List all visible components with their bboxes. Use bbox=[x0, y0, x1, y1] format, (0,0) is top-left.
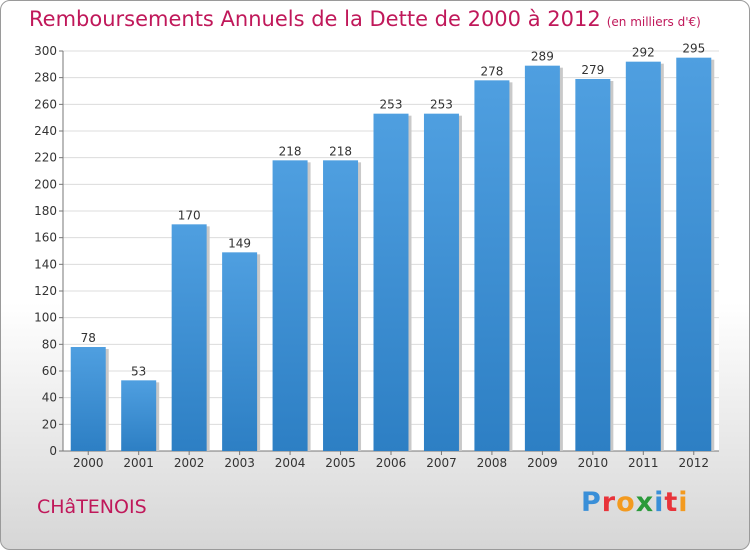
bar-value-label: 218 bbox=[329, 144, 352, 158]
bar-value-label: 149 bbox=[228, 236, 251, 250]
bar-value-label: 289 bbox=[531, 50, 554, 64]
bar bbox=[323, 160, 359, 452]
bar bbox=[625, 61, 661, 452]
logo-letter: i bbox=[654, 487, 665, 518]
bar bbox=[121, 380, 157, 451]
y-tick-label: 280 bbox=[34, 71, 57, 85]
bar bbox=[171, 224, 207, 451]
y-tick-label: 260 bbox=[34, 97, 57, 111]
x-tick-label: 2007 bbox=[426, 456, 457, 470]
bar bbox=[575, 79, 611, 451]
y-tick-label: 140 bbox=[34, 257, 57, 271]
bar bbox=[70, 347, 106, 451]
y-tick-label: 60 bbox=[42, 364, 57, 378]
y-tick-label: 220 bbox=[34, 151, 57, 165]
x-tick-label: 2009 bbox=[527, 456, 558, 470]
y-tick-label: 100 bbox=[34, 311, 57, 325]
logo-letter: t bbox=[664, 487, 679, 518]
chart-title: Remboursements Annuels de la Dette de 20… bbox=[29, 7, 701, 31]
bar-value-label: 218 bbox=[279, 144, 302, 158]
x-tick-label: 2003 bbox=[224, 456, 255, 470]
y-tick-label: 80 bbox=[42, 337, 57, 351]
x-tick-label: 2011 bbox=[628, 456, 659, 470]
chart-unit: (en milliers d'€) bbox=[606, 15, 701, 29]
y-tick-label: 160 bbox=[34, 231, 57, 245]
logo-letter: i bbox=[678, 487, 689, 518]
chart-title-text: Remboursements Annuels de la Dette de 20… bbox=[29, 7, 601, 31]
bar-value-label: 78 bbox=[81, 331, 96, 345]
y-tick-label: 0 bbox=[49, 444, 57, 458]
y-tick-label: 120 bbox=[34, 284, 57, 298]
y-tick-label: 200 bbox=[34, 177, 57, 191]
x-tick-label: 2005 bbox=[325, 456, 356, 470]
bar-value-label: 278 bbox=[480, 64, 503, 78]
bar-value-label: 253 bbox=[380, 98, 403, 112]
bar-value-label: 295 bbox=[682, 42, 705, 56]
bar bbox=[474, 80, 510, 451]
x-tick-label: 2006 bbox=[376, 456, 407, 470]
bar bbox=[524, 65, 560, 452]
bar bbox=[272, 160, 308, 452]
bar bbox=[676, 57, 712, 452]
x-tick-label: 2012 bbox=[678, 456, 709, 470]
bar-value-label: 170 bbox=[178, 208, 201, 222]
y-tick-label: 240 bbox=[34, 124, 57, 138]
bar bbox=[373, 113, 409, 452]
y-tick-label: 40 bbox=[42, 391, 57, 405]
x-tick-label: 2000 bbox=[73, 456, 104, 470]
city-name: CHâTENOIS bbox=[37, 496, 147, 518]
logo-letter: o bbox=[616, 487, 636, 518]
bar-value-label: 279 bbox=[581, 63, 604, 77]
logo-letter: P bbox=[581, 487, 602, 518]
y-tick-label: 180 bbox=[34, 204, 57, 218]
x-tick-label: 2010 bbox=[578, 456, 609, 470]
x-tick-label: 2008 bbox=[477, 456, 508, 470]
x-tick-label: 2004 bbox=[275, 456, 306, 470]
proxiti-logo: Proxiti bbox=[581, 487, 689, 518]
bar-value-label: 253 bbox=[430, 98, 453, 112]
bar-value-label: 292 bbox=[632, 46, 655, 60]
y-tick-label: 300 bbox=[34, 44, 57, 58]
x-tick-label: 2001 bbox=[123, 456, 154, 470]
logo-letter: x bbox=[635, 487, 655, 518]
bar-value-label: 53 bbox=[131, 364, 146, 378]
logo-letter: r bbox=[601, 487, 617, 518]
x-tick-label: 2002 bbox=[174, 456, 205, 470]
bar bbox=[222, 252, 258, 451]
bar bbox=[423, 113, 459, 452]
y-tick-label: 20 bbox=[42, 417, 57, 431]
